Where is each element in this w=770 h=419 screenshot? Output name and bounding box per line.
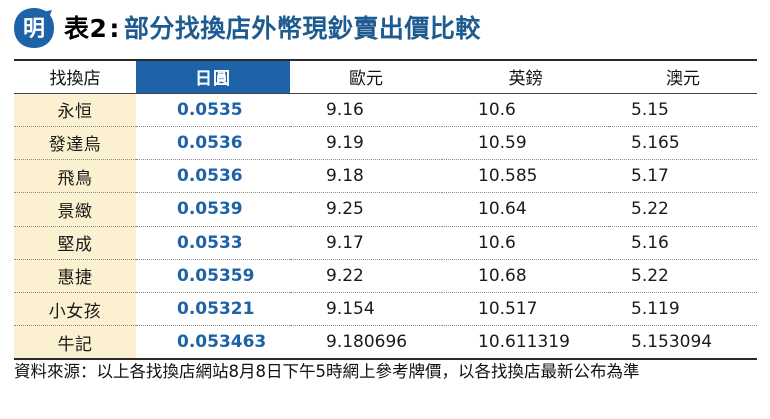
jpy-rate: 0.0536 <box>136 126 290 161</box>
svg-text:明: 明 <box>23 17 45 42</box>
gbp-rate: 10.611319 <box>442 325 609 361</box>
jpy-rate: 0.053463 <box>136 325 290 361</box>
eur-rate: 9.16 <box>290 93 442 127</box>
jpy-rate: 0.0533 <box>136 226 290 260</box>
gbp-rate: 10.6 <box>442 93 609 127</box>
aud-rate: 5.165 <box>609 126 757 161</box>
eur-rate: 9.22 <box>290 259 442 294</box>
jpy-rate: 0.0539 <box>136 192 290 227</box>
eur-rate: 9.19 <box>290 126 442 161</box>
eur-rate: 9.17 <box>290 226 442 260</box>
jpy-rate: 0.0535 <box>136 93 290 127</box>
shop-name: 景緻 <box>14 192 136 227</box>
aud-rate: 5.16 <box>609 226 757 260</box>
shop-name: 堅成 <box>14 226 136 260</box>
header-jpy: 日圓 <box>136 59 290 94</box>
eur-rate: 9.18 <box>290 159 442 194</box>
aud-rate: 5.22 <box>609 192 757 227</box>
eur-rate: 9.180696 <box>290 325 442 361</box>
title-text: 部分找換店外幣現鈔賣出價比較 <box>123 14 481 43</box>
header-gbp: 英鎊 <box>442 59 609 94</box>
shop-name: 惠捷 <box>14 259 136 294</box>
source-footnote: 資料來源：以上各找換店網站8月8日下午5時網上參考牌價，以各找換店最新公布為準 <box>14 362 640 381</box>
gbp-rate: 10.517 <box>442 292 609 327</box>
aud-rate: 5.15 <box>609 93 757 127</box>
gbp-rate: 10.585 <box>442 159 609 194</box>
eur-rate: 9.25 <box>290 192 442 227</box>
table-row: 牛記 0.053463 9.180696 10.611319 5.153094 <box>14 325 757 361</box>
table-header-row: 找換店 日圓 歐元 英鎊 澳元 <box>14 59 757 94</box>
table-row: 景緻 0.0539 9.25 10.64 5.22 <box>14 192 757 227</box>
shop-name: 發達烏 <box>14 126 136 161</box>
table-row: 發達烏 0.0536 9.19 10.59 5.165 <box>14 126 757 161</box>
gbp-rate: 10.6 <box>442 226 609 260</box>
ming-logo-icon: 明 <box>14 8 54 48</box>
shop-name: 牛記 <box>14 325 136 361</box>
header-aud: 澳元 <box>609 59 757 94</box>
header-shop: 找換店 <box>14 59 136 94</box>
jpy-rate: 0.05359 <box>136 259 290 294</box>
jpy-rate: 0.0536 <box>136 159 290 194</box>
shop-name: 永恒 <box>14 93 136 127</box>
table-row: 飛鳥 0.0536 9.18 10.585 5.17 <box>14 159 757 194</box>
shop-name: 小女孩 <box>14 292 136 327</box>
aud-rate: 5.119 <box>609 292 757 327</box>
header: 明 表2: 部分找換店外幣現鈔賣出價比較 <box>0 0 770 62</box>
aud-rate: 5.22 <box>609 259 757 294</box>
exchange-rate-table: 找換店 日圓 歐元 英鎊 澳元 永恒 0.0535 9.16 10.6 5.15… <box>14 59 757 361</box>
shop-name: 飛鳥 <box>14 159 136 194</box>
table-row: 永恒 0.0535 9.16 10.6 5.15 <box>14 93 757 127</box>
gbp-rate: 10.68 <box>442 259 609 294</box>
jpy-rate: 0.05321 <box>136 292 290 327</box>
table-row: 惠捷 0.05359 9.22 10.68 5.22 <box>14 259 757 294</box>
gbp-rate: 10.64 <box>442 192 609 227</box>
table-row: 堅成 0.0533 9.17 10.6 5.16 <box>14 226 757 260</box>
title-label: 表2 <box>64 14 108 43</box>
header-eur: 歐元 <box>290 59 442 94</box>
aud-rate: 5.153094 <box>609 325 757 361</box>
page-title: 表2: 部分找換店外幣現鈔賣出價比較 <box>64 14 481 43</box>
table-row: 小女孩 0.05321 9.154 10.517 5.119 <box>14 292 757 327</box>
aud-rate: 5.17 <box>609 159 757 194</box>
gbp-rate: 10.59 <box>442 126 609 161</box>
eur-rate: 9.154 <box>290 292 442 327</box>
